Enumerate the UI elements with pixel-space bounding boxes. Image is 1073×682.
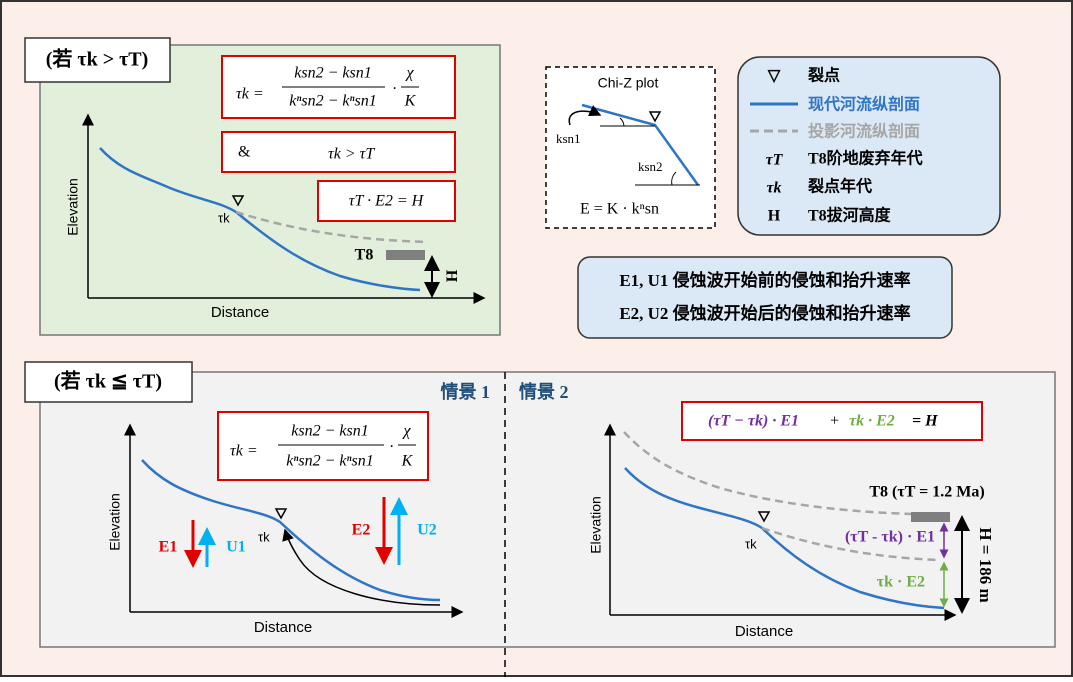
formula-dot: ·: [392, 81, 397, 98]
formula-dot: ·: [389, 439, 394, 456]
formula-rhs: = H: [912, 413, 938, 430]
slope2: ksn2: [638, 159, 663, 174]
x-label: Distance: [735, 623, 793, 640]
legend-symbol: τT: [766, 152, 784, 169]
knickpoint-symbol: [231, 195, 245, 207]
inequality: τk > τT: [328, 146, 375, 163]
terrace-label: T8 (τT = 1.2 Ma): [869, 484, 984, 501]
migration-arrow: [282, 528, 441, 606]
knickpoint-symbol: [274, 508, 288, 520]
formula-numerator: ksn2 − ksn1: [291, 423, 368, 440]
projected-profile: [761, 526, 941, 562]
formula-lhs: τk =: [230, 443, 258, 460]
terrace: [911, 512, 950, 522]
formula-lhs: τk =: [236, 86, 264, 103]
formula-denominator: kⁿsn2 − kⁿsn1: [289, 93, 377, 110]
height-label: H = 186 m: [976, 527, 995, 602]
legend: [737, 56, 1001, 236]
angle: [619, 117, 625, 127]
projected-profile: [235, 210, 429, 244]
formula-chi: χ: [404, 65, 414, 82]
formula-part1: (τT − τk) · E1: [708, 413, 799, 430]
y-label: Elevation: [588, 496, 604, 554]
pointer: [568, 105, 602, 126]
condition: (若 τk ≦ τT): [54, 370, 162, 393]
terrace: [386, 250, 425, 260]
u2-label: U2: [417, 522, 437, 539]
river-profile: [141, 459, 441, 602]
condition-box: [24, 361, 193, 403]
formula-box: [681, 401, 983, 441]
legend-symbol: τk: [766, 180, 781, 197]
knickpoint-label: τk: [745, 536, 757, 551]
formula-k: K: [404, 93, 417, 110]
x-label: Distance: [211, 304, 269, 321]
segment-2-label: τk · E2: [877, 574, 925, 591]
formula-denominator: kⁿsn2 − kⁿsn1: [286, 453, 374, 470]
formula-k: K: [401, 453, 414, 470]
chi-title: Chi-Z plot: [598, 75, 659, 91]
and: &: [238, 144, 251, 161]
x-label: Distance: [254, 619, 312, 636]
knickpoint-symbol: [648, 111, 662, 123]
legend-label: 投影河流纵剖面: [808, 122, 920, 141]
projected-profile: [623, 431, 913, 516]
terrace-label: T8: [355, 247, 374, 264]
formula-part2: τk · E2: [849, 413, 895, 430]
scenario-title: 情景 1: [441, 382, 491, 402]
e1-label: E1: [159, 539, 178, 556]
condition: (若 τk > τT): [46, 48, 149, 71]
product: τT · E2 = H: [349, 193, 425, 210]
rate-note: E1, U1 侵蚀波开始前的侵蚀和抬升速率: [619, 270, 910, 290]
legend-label: 裂点: [807, 66, 840, 85]
y-label: Elevation: [107, 493, 123, 551]
rate-note: E2, U2 侵蚀波开始后的侵蚀和抬升速率: [619, 303, 910, 323]
chi-plot-box: [545, 66, 716, 229]
knickpoint-label: τk: [258, 529, 270, 544]
condition-box: [24, 37, 171, 83]
formula-chi: χ: [401, 423, 411, 440]
criterion-box: [221, 131, 456, 173]
e2-label: E2: [352, 522, 371, 539]
product-box: [317, 180, 456, 222]
slope1: ksn1: [556, 131, 581, 146]
formula-plus: +: [830, 413, 839, 430]
segment-1-label: (τT - τk) · E1: [845, 529, 935, 546]
legend-label: T8阶地废弃年代: [808, 149, 923, 168]
knickpoint-label: τk: [218, 210, 230, 225]
formula-numerator: ksn2 − ksn1: [294, 65, 371, 82]
river-profile: [99, 147, 421, 292]
u1-label: U1: [226, 539, 246, 556]
y-label: Elevation: [65, 178, 81, 236]
scenario-title: 情景 2: [519, 382, 569, 402]
height-label: H: [442, 270, 459, 283]
legend-symbol: H: [768, 208, 781, 225]
chi-equation: E = K · kⁿsn: [580, 201, 659, 218]
legend-label: T8拔河高度: [808, 206, 892, 225]
legend-label: 裂点年代: [807, 177, 872, 196]
knickpoint-symbol: [757, 511, 771, 523]
legend-label: 现代河流纵剖面: [808, 95, 920, 114]
chi-line: [581, 103, 700, 186]
angle: [671, 171, 677, 186]
rates-box: [577, 256, 953, 339]
formula-box: [217, 411, 429, 481]
legend-symbol: ▽: [767, 68, 781, 85]
